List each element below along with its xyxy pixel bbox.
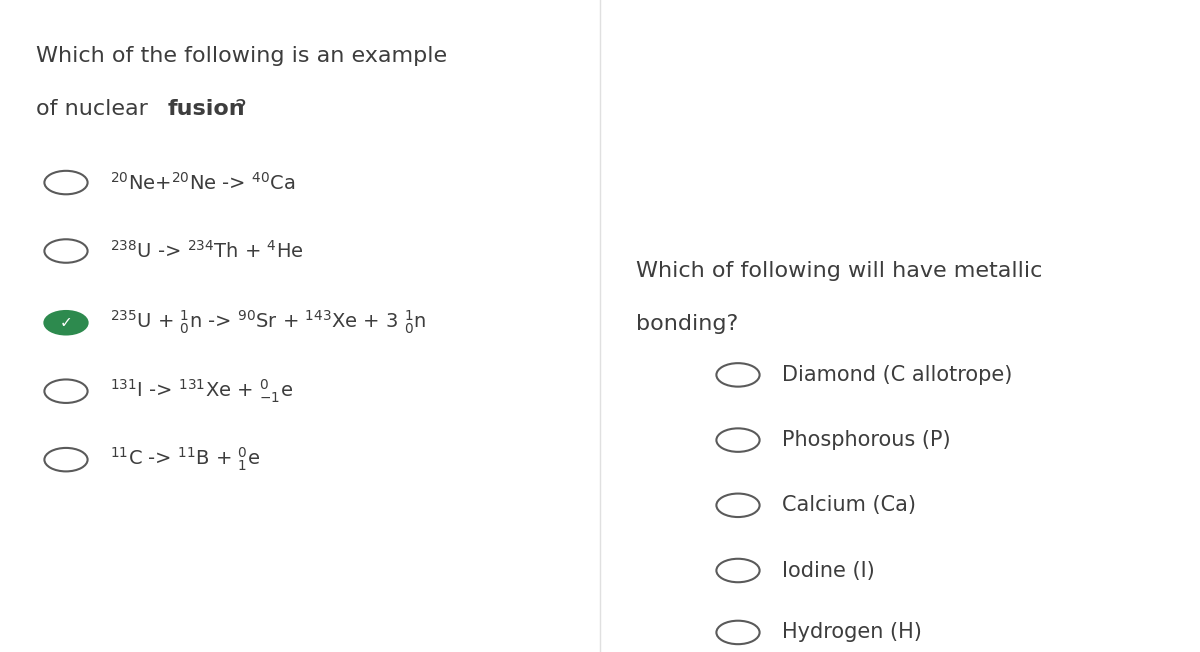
Text: Iodine (I): Iodine (I) bbox=[782, 561, 875, 580]
Text: ?: ? bbox=[234, 99, 246, 119]
Text: fusion: fusion bbox=[168, 99, 246, 119]
Circle shape bbox=[44, 311, 88, 334]
Text: $^{20}$Ne+$^{20}$Ne -> $^{40}$Ca: $^{20}$Ne+$^{20}$Ne -> $^{40}$Ca bbox=[110, 171, 295, 194]
Text: ✓: ✓ bbox=[60, 315, 72, 331]
Text: Phosphorous (P): Phosphorous (P) bbox=[782, 430, 952, 450]
Text: Which of the following is an example: Which of the following is an example bbox=[36, 46, 448, 66]
Text: bonding?: bonding? bbox=[636, 314, 738, 334]
Text: $^{238}$U -> $^{234}$Th + $^{4}$He: $^{238}$U -> $^{234}$Th + $^{4}$He bbox=[110, 240, 304, 262]
Text: $^{131}$I -> $^{131}$Xe + $^{0}_{-1}$e: $^{131}$I -> $^{131}$Xe + $^{0}_{-1}$e bbox=[110, 378, 294, 405]
Text: Hydrogen (H): Hydrogen (H) bbox=[782, 623, 923, 642]
Text: Diamond (C allotrope): Diamond (C allotrope) bbox=[782, 365, 1013, 385]
Text: $^{235}$U + $^{1}_{0}$n -> $^{90}$Sr + $^{143}$Xe + 3 $^{1}_{0}$n: $^{235}$U + $^{1}_{0}$n -> $^{90}$Sr + $… bbox=[110, 309, 426, 336]
Text: Which of following will have metallic: Which of following will have metallic bbox=[636, 261, 1043, 281]
Text: Calcium (Ca): Calcium (Ca) bbox=[782, 496, 917, 515]
Text: of nuclear: of nuclear bbox=[36, 99, 155, 119]
Text: $^{11}$C -> $^{11}$B + $^{0}_{1}$e: $^{11}$C -> $^{11}$B + $^{0}_{1}$e bbox=[110, 446, 260, 473]
